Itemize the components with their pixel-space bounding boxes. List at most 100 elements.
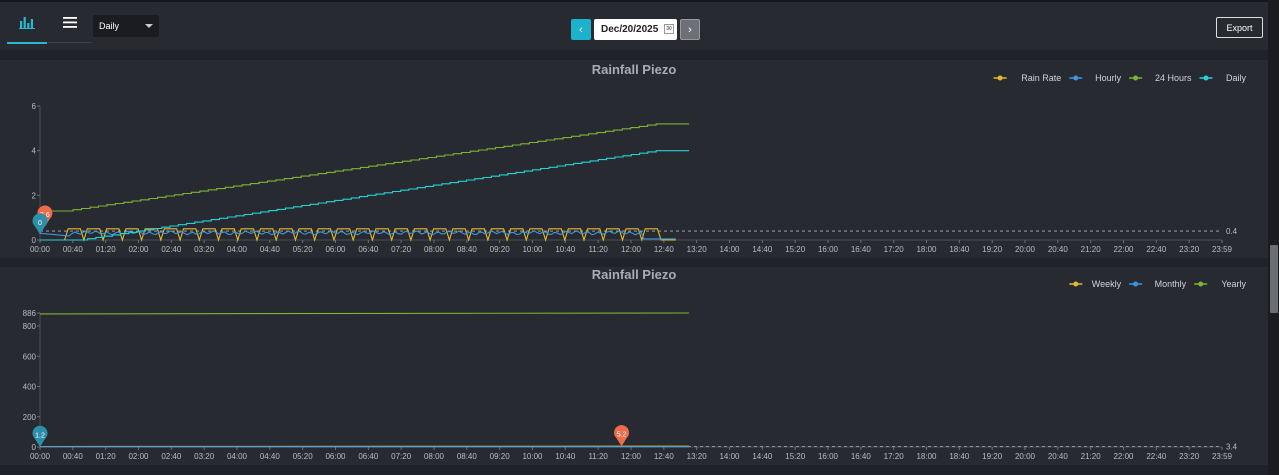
y-tick-label: 800 — [23, 322, 37, 331]
x-tick-label: 12:00 — [621, 452, 642, 461]
date-value: Dec/20/2025 — [601, 24, 659, 35]
marker-pin — [614, 425, 630, 447]
x-tick-label: 13:20 — [687, 245, 708, 254]
chart-panel-1: Rainfall Piezo Daily 24 Hours Hourly Rain Ra… — [0, 60, 1268, 258]
tab-list-view[interactable] — [48, 2, 92, 43]
x-tick-label: 16:40 — [851, 452, 872, 461]
legend-dot — [997, 75, 1003, 81]
x-tick-label: 23:20 — [1179, 245, 1200, 254]
x-tick-label: 06:00 — [325, 452, 346, 461]
x-tick-label: 00:00 — [30, 245, 51, 254]
y-tick-label: 0 — [32, 236, 37, 245]
x-tick-label: 23:59 — [1212, 245, 1233, 254]
x-tick-label: 15:20 — [785, 452, 806, 461]
x-tick-label: 10:40 — [555, 245, 576, 254]
x-tick-label: 05:20 — [293, 245, 314, 254]
top-toolbar: Daily ‹ Dec/20/2025 30 › Export — [0, 0, 1268, 50]
x-tick-label: 02:40 — [161, 245, 182, 254]
x-tick-label: 06:00 — [325, 245, 346, 254]
legend-label: Daily — [1226, 73, 1247, 83]
x-tick-label: 00:40 — [63, 452, 84, 461]
x-tick-label: 20:00 — [1015, 452, 1036, 461]
chart-title: Rainfall Piezo — [592, 267, 677, 282]
x-tick-label: 10:00 — [522, 245, 543, 254]
x-tick-label: 04:40 — [260, 245, 281, 254]
y-tick-label: 400 — [23, 383, 37, 392]
x-tick-label: 10:00 — [522, 452, 543, 461]
x-tick-label: 09:20 — [490, 245, 511, 254]
x-tick-label: 07:20 — [391, 452, 412, 461]
y-tick-label: 0 — [32, 443, 37, 452]
x-tick-label: 08:00 — [424, 245, 445, 254]
legend-label: Rain Rate — [1021, 73, 1061, 83]
y-tick-label: 4 — [32, 147, 37, 156]
calendar-icon[interactable]: 30 — [664, 24, 674, 34]
x-tick-label: 21:20 — [1081, 452, 1102, 461]
x-tick-label: 08:00 — [424, 452, 445, 461]
x-tick-label: 10:40 — [555, 452, 576, 461]
x-tick-label: 14:40 — [752, 245, 773, 254]
x-tick-label: 17:20 — [884, 245, 905, 254]
x-tick-label: 04:00 — [227, 245, 248, 254]
x-tick-label: 16:00 — [818, 245, 839, 254]
legend-dot — [1073, 75, 1079, 81]
x-tick-label: 00:40 — [63, 245, 84, 254]
chart-panel-2: Rainfall Piezo Yearly Monthly Weekly 0 200 400… — [0, 267, 1268, 465]
x-tick-label: 14:00 — [719, 245, 740, 254]
x-tick-label: 18:00 — [916, 452, 937, 461]
x-tick-label: 20:40 — [1048, 245, 1069, 254]
bar-chart-icon — [19, 17, 35, 29]
x-tick-label: 12:00 — [621, 245, 642, 254]
x-tick-label: 09:20 — [490, 452, 511, 461]
x-tick-label: 18:40 — [949, 452, 970, 461]
x-tick-label: 14:40 — [752, 452, 773, 461]
x-tick-label: 13:20 — [687, 452, 708, 461]
legend-label: Weekly — [1092, 279, 1122, 289]
x-tick-label: 23:20 — [1179, 452, 1200, 461]
legend-dot — [1073, 281, 1079, 287]
chevron-left-icon: ‹ — [579, 23, 583, 36]
x-tick-label: 02:40 — [161, 452, 182, 461]
page-scrollbar[interactable] — [1268, 0, 1279, 475]
x-tick-label: 02:00 — [128, 452, 149, 461]
rainfall-chart-cumulative: Rainfall Piezo Yearly Monthly Weekly 0 200 400… — [23, 267, 1247, 461]
x-tick-label: 19:20 — [982, 452, 1003, 461]
x-tick-label: 04:00 — [227, 452, 248, 461]
legend-label: Monthly — [1155, 279, 1187, 289]
x-tick-label: 04:40 — [260, 452, 281, 461]
date-input[interactable]: Dec/20/2025 30 — [594, 19, 677, 40]
x-tick-label: 22:40 — [1146, 245, 1167, 254]
x-tick-label: 18:40 — [949, 245, 970, 254]
x-tick-label: 05:20 — [293, 452, 314, 461]
x-tick-label: 22:40 — [1146, 452, 1167, 461]
legend-label: Hourly — [1095, 73, 1122, 83]
series-line — [39, 312, 690, 315]
rainfall-chart-daily: Rainfall Piezo Daily 24 Hours Hourly Rain Ra… — [30, 62, 1247, 254]
x-tick-label: 22:00 — [1113, 245, 1134, 254]
menu-icon — [63, 16, 77, 28]
marker-label: 1.2 — [35, 432, 45, 439]
prev-date-button[interactable]: ‹ — [571, 19, 591, 40]
tab-chart-view[interactable] — [7, 2, 47, 44]
x-tick-label: 16:40 — [851, 245, 872, 254]
y-tick-label: 600 — [23, 352, 37, 361]
x-tick-label: 01:20 — [96, 452, 117, 461]
x-tick-label: 22:00 — [1113, 452, 1134, 461]
marker-label: 0 — [38, 220, 42, 227]
chart-title: Rainfall Piezo — [592, 62, 677, 77]
x-tick-label: 03:20 — [194, 245, 215, 254]
export-button[interactable]: Export — [1216, 17, 1263, 38]
x-tick-label: 14:00 — [719, 452, 740, 461]
scrollbar-thumb[interactable] — [1270, 245, 1278, 313]
period-select[interactable]: Daily — [93, 15, 159, 37]
series-line — [40, 150, 690, 241]
x-tick-label: 19:20 — [982, 245, 1003, 254]
x-tick-label: 20:40 — [1048, 452, 1069, 461]
series-line — [39, 230, 676, 240]
legend-dot — [1203, 75, 1209, 81]
series-line — [40, 123, 690, 212]
y-tick-label: 200 — [23, 413, 37, 422]
x-tick-label: 16:00 — [818, 452, 839, 461]
next-date-button[interactable]: › — [680, 19, 700, 40]
x-tick-label: 15:20 — [785, 245, 806, 254]
